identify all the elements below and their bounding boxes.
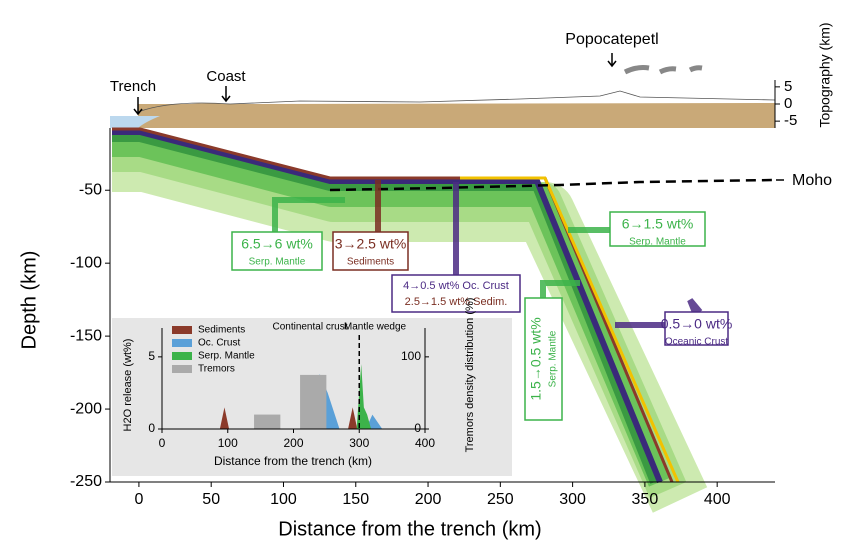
inset-x-tick-label: 100 bbox=[218, 436, 238, 450]
inset-x-tick-label: 400 bbox=[415, 436, 435, 450]
figure: Distance from the trench (km) Depth (km)… bbox=[0, 0, 846, 547]
annotation-text: 1.5→0.5 wt% bbox=[528, 317, 544, 400]
annotation-text: 2.5→1.5 wt% Sedim. bbox=[405, 296, 508, 308]
x-label: Distance from the trench (km) bbox=[278, 518, 541, 540]
x-tick-label: 350 bbox=[632, 491, 659, 508]
inset-x-tick-label: 300 bbox=[349, 436, 369, 450]
annotation-text: 4→0.5 wt% Oc. Crust bbox=[403, 280, 509, 292]
y-tick-label: -100 bbox=[70, 254, 102, 271]
annotation-text: Oceanic Crust bbox=[665, 337, 729, 348]
legend-swatch bbox=[172, 352, 192, 360]
legend-label: Sediments bbox=[198, 325, 245, 336]
x-tick-label: 300 bbox=[559, 491, 586, 508]
annotation-text: 3→2.5 wt% bbox=[335, 236, 407, 252]
y2-tick-label: 5 bbox=[784, 78, 792, 95]
inset-y2-tick-label: 100 bbox=[401, 349, 421, 363]
y-tick-label: -150 bbox=[70, 327, 102, 344]
legend-swatch bbox=[172, 339, 192, 347]
annotation-text: Serp. Mantle bbox=[548, 330, 559, 387]
inset-y-label: H2O release (wt%) bbox=[122, 339, 134, 432]
x-tick-label: 150 bbox=[342, 491, 369, 508]
annotation-text: Serp. Mantle bbox=[629, 237, 686, 248]
legend-swatch bbox=[172, 365, 192, 373]
x-tick-label: 250 bbox=[487, 491, 514, 508]
y2-label: Topography (km) bbox=[817, 22, 833, 127]
annotation-text: 0.5→0 wt% bbox=[661, 316, 733, 332]
volcano-label: Popocatepetl bbox=[565, 31, 658, 48]
y-label: Depth (km) bbox=[18, 251, 40, 350]
x-tick-label: 100 bbox=[270, 491, 297, 508]
moho-label: Moho bbox=[792, 172, 832, 189]
inset-y-tick-label: 5 bbox=[148, 349, 155, 363]
page: Distance from the trench (km) Depth (km)… bbox=[0, 0, 846, 552]
tremor-bar bbox=[300, 375, 326, 429]
tremor-bar bbox=[254, 415, 280, 429]
inset-y2-label: Tremors density distribution (%) bbox=[464, 298, 476, 453]
inset-y-tick-label: 0 bbox=[148, 421, 155, 435]
inset-x-tick-label: 200 bbox=[283, 436, 303, 450]
annotation-text: 6→1.5 wt% bbox=[622, 216, 694, 232]
plume bbox=[625, 68, 702, 73]
x-tick-label: 50 bbox=[202, 491, 220, 508]
y-tick-label: -50 bbox=[79, 181, 102, 198]
y2-tick-label: -5 bbox=[784, 112, 797, 129]
y-tick-label: -200 bbox=[70, 400, 102, 417]
y2-tick-label: 0 bbox=[784, 95, 792, 112]
legend-label: Oc. Crust bbox=[198, 338, 240, 349]
x-tick-label: 0 bbox=[134, 491, 143, 508]
inset-x-tick-label: 0 bbox=[159, 436, 166, 450]
inset-x-label: Distance from the trench (km) bbox=[214, 454, 372, 468]
zone-label: Continental crust bbox=[272, 322, 347, 333]
legend-label: Serp. Mantle bbox=[198, 351, 255, 362]
legend-label: Tremors bbox=[198, 364, 235, 375]
annotation-text: Serp. Mantle bbox=[249, 257, 306, 268]
y-tick-label: -250 bbox=[70, 473, 102, 490]
legend-swatch bbox=[172, 326, 192, 334]
annotation-text: Sediments bbox=[347, 257, 394, 268]
x-tick-label: 400 bbox=[704, 491, 731, 508]
zone-label: Mantle wedge bbox=[344, 322, 407, 333]
coast-label: Coast bbox=[206, 68, 246, 85]
x-tick-label: 200 bbox=[415, 491, 442, 508]
trench-label: Trench bbox=[110, 78, 156, 95]
annotation-text: 6.5→6 wt% bbox=[241, 236, 313, 252]
inset-y2-tick-label: 0 bbox=[414, 421, 421, 435]
